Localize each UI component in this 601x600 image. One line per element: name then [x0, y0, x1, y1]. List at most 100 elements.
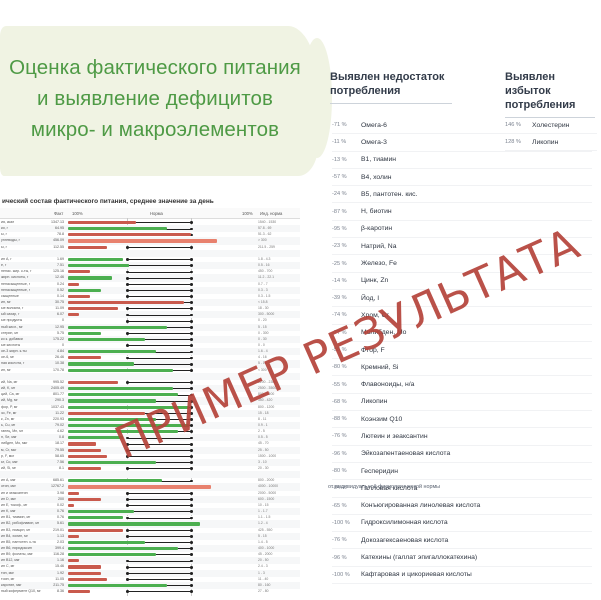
row-value: 7.56 — [57, 459, 64, 464]
row-name: ганец, Mn, мг — [1, 429, 24, 434]
row-value: 4.62 — [57, 429, 64, 434]
deficit-item: -96 % Эйкозапентаеновая кислота — [332, 446, 592, 463]
row-norm: 80 - 160 — [258, 582, 271, 587]
table-row: ный кофермент Q10, мг 8.36 27 - 80 — [0, 588, 300, 595]
norm-range-line — [127, 290, 191, 291]
table-row: ин B1, тиамин, мг 0.76 1.1 - 1.5 — [0, 514, 300, 521]
row-norm: 15 - 18 — [258, 410, 269, 415]
row-value: 1347.13 — [51, 220, 64, 224]
deficit-item-percent: -96 % — [332, 450, 347, 457]
norm-range-dot — [126, 516, 129, 520]
row-name: н, Se, мкг — [1, 435, 17, 440]
norm-range-dot — [126, 344, 129, 348]
row-name: ые волокна, г — [1, 306, 24, 311]
table-row: ная кислота, г 10.38 5 - 15 — [0, 360, 300, 368]
table-row: ин B2, рибофлавин, мг 5.61 1.2 - 4 — [0, 520, 300, 528]
norm-range-line — [127, 363, 191, 365]
intake-bar — [68, 270, 90, 274]
norm-range-dot — [126, 436, 129, 440]
row-name: ьт, Co, мкг — [1, 459, 18, 464]
table-row: р, F, мкг 58.65 1500 - 1000 — [0, 453, 300, 460]
row-value: 1.16 — [57, 558, 64, 563]
deficit-item-percent: -25 % — [332, 260, 347, 267]
row-norm: < 15.8 — [258, 299, 268, 304]
norm-range-dot — [190, 528, 193, 532]
row-norm: 0.7 - 7 — [258, 281, 268, 286]
row-name: ия, ккал — [1, 220, 15, 224]
intake-bar — [68, 368, 173, 372]
table-row — [0, 471, 300, 479]
norm-range-line — [127, 320, 191, 322]
row-name: ин A, мкг — [1, 478, 16, 483]
norm-range-dot — [190, 289, 193, 292]
row-norm: 8 - 11 — [258, 416, 267, 421]
row-norm: 5 - 15 — [258, 533, 267, 538]
row-value: 801.77 — [53, 392, 64, 397]
table-row: стерин, мг 5.75 0 - 300 — [0, 330, 300, 337]
nutrient-table: Факт 100% Норма 100% Инд. норма ия, ккал… — [0, 208, 300, 596]
row-norm: 425 - 550 — [258, 527, 273, 532]
row-value: 10.38 — [55, 361, 64, 366]
row-name: ин B1, тиамин, мг — [1, 515, 31, 520]
intake-bar — [68, 442, 96, 446]
row-value: 2.03 — [57, 539, 64, 544]
norm-range-dot — [190, 436, 193, 440]
row-value: 685.61 — [53, 478, 64, 483]
deficit-item-label: Железо, Fe — [361, 260, 397, 268]
norm-range-line — [127, 277, 191, 279]
deficit-heading-line-2: потребления — [330, 85, 401, 97]
header-scale-left: 100% — [72, 211, 83, 216]
row-value: 125.16 — [53, 269, 64, 274]
row-value: 15.46 — [55, 564, 64, 569]
row-name: к, Zn, мг — [1, 416, 15, 421]
row-value: 0 — [62, 318, 64, 323]
table-row: ин B5, пантотен. к-та 2.03 1.4 - 5 — [0, 539, 300, 546]
row-value: 0.52 — [57, 287, 64, 292]
deficit-item-percent: -100 % — [332, 519, 350, 526]
norm-range-dot — [190, 510, 193, 514]
row-norm: 1200 - 2300 — [258, 379, 277, 384]
table-row — [0, 372, 300, 380]
table-row: фор, P, мг 1037.43 800 - 1200 — [0, 404, 300, 411]
table-row: ин, мг 30.75 < 15.8 — [0, 298, 300, 307]
row-norm: > 300 — [258, 238, 267, 243]
norm-range-dot — [126, 295, 129, 298]
row-value: 0 — [62, 343, 64, 347]
norm-range-line — [127, 271, 191, 273]
row-value: 220.93 — [53, 416, 64, 421]
deficit-item-label: Омега-3 — [361, 138, 387, 146]
table-row: ин A, г 1.69 1.8 - 4.3 — [0, 256, 300, 263]
deficit-item: -25 % Железо, Fe — [332, 255, 592, 273]
excess-item-percent: 146 % — [505, 122, 521, 128]
row-norm: 1 - 1.7 — [258, 509, 268, 514]
norm-range-dot — [190, 405, 193, 409]
row-name: стерин, мг — [1, 330, 19, 335]
row-value: 170.78 — [53, 367, 64, 372]
norm-range-dot — [190, 571, 193, 575]
deficit-item: -95 % β-каротин — [332, 221, 592, 239]
deficit-item-percent: -80 % — [332, 364, 347, 371]
norm-range-dot — [190, 584, 193, 588]
table-row: ин B6, пиридоксин 399.4 400 - 1000 — [0, 544, 300, 553]
norm-range-dot — [190, 442, 193, 446]
norm-range-dot — [190, 301, 193, 305]
table-row: ьт, Co, мкг 7.56 3 - 10 — [0, 458, 300, 467]
deficit-footnote: от индивидуальной физиологической нормы — [328, 484, 441, 490]
norm-range-dot — [190, 362, 193, 366]
deficit-item: -100 % Кафтаровая и цикориевая кислоты — [332, 567, 592, 585]
intake-bar — [68, 264, 129, 268]
row-value: 200 — [58, 496, 64, 501]
row-name: ин K, мкг — [1, 509, 16, 514]
norm-range-line — [127, 591, 191, 593]
row-value: 290.3 — [55, 398, 64, 403]
table-row: ин B3, ниацин, мг 219.01 425 - 550 — [0, 527, 300, 534]
deficit-item-label: Цинк, Zn — [361, 277, 389, 285]
row-name: фор, P, мг — [1, 404, 18, 409]
deficit-item-percent: -84 % — [332, 485, 347, 492]
norm-range-line — [127, 443, 191, 445]
deficit-item: -55 % Флавоноиды, н/а — [332, 376, 592, 394]
intake-bar — [68, 430, 178, 434]
table-row: ь, Cu, мг 79.02 0.9 - 1 — [0, 421, 300, 430]
excess-heading-divider — [505, 117, 595, 118]
row-norm: 11 - 40 — [258, 576, 269, 581]
